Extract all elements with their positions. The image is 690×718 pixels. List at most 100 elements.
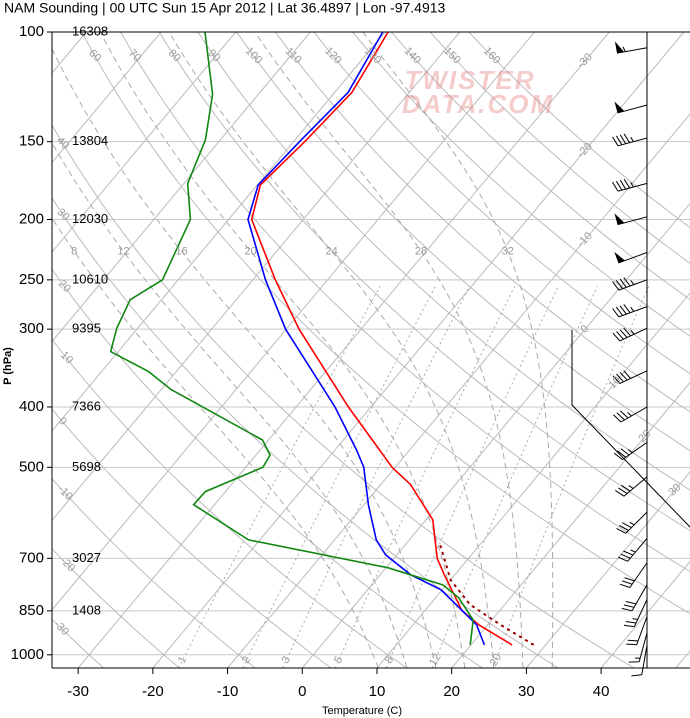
moist-adiabat xyxy=(168,32,495,668)
y-tick-label: 1000 xyxy=(11,646,44,663)
moist-adiabat xyxy=(254,32,524,668)
x-tick-label: 10 xyxy=(369,683,386,700)
x-tick-label: -20 xyxy=(142,683,164,700)
wind-barb xyxy=(628,632,648,663)
y-tick-label: 150 xyxy=(19,133,44,150)
mixing-ratio-line xyxy=(431,286,598,668)
wind-barb xyxy=(612,133,648,147)
isotherm xyxy=(52,32,386,432)
dry-adiabat xyxy=(52,197,559,668)
wind-barb xyxy=(613,441,648,461)
mixing-ratio-line xyxy=(178,286,381,668)
wind-barb xyxy=(616,511,648,534)
y-tick-label: 300 xyxy=(19,320,44,337)
dry-adiabat xyxy=(391,32,690,301)
x-tick-label: 20 xyxy=(443,683,460,700)
dry-adiabat xyxy=(52,548,180,668)
wind-barb xyxy=(612,178,648,192)
isotherm xyxy=(526,471,690,668)
wind-barb xyxy=(614,101,648,114)
dry-adiabat xyxy=(468,32,690,229)
profiles xyxy=(109,32,535,646)
height-label: 7366 xyxy=(72,398,101,413)
wind-barb xyxy=(619,562,648,588)
x-tick-label: -30 xyxy=(67,683,89,700)
y-tick-label: 700 xyxy=(19,549,44,566)
dry-adiabat xyxy=(352,32,690,337)
isotherm xyxy=(152,32,685,668)
chart-title: NAM Sounding | 00 UTC Sun 15 Apr 2012 | … xyxy=(4,0,446,16)
y-tick-label: 500 xyxy=(19,458,44,475)
isotherm xyxy=(52,32,237,253)
dry-adiabat xyxy=(52,268,483,668)
dry-adiabat xyxy=(197,32,690,491)
watermark-text: TWISTER xyxy=(405,65,536,95)
mixing-ratio-label: 1 xyxy=(176,654,189,665)
wind-barb xyxy=(614,41,648,54)
moist-adiabat-label: 24 xyxy=(326,245,338,257)
mixing-ratio-label: 2 xyxy=(240,654,253,665)
wind-barb xyxy=(612,304,648,318)
y-tick-label: 850 xyxy=(19,602,44,619)
isotherm xyxy=(52,32,162,164)
watermark: TWISTER DATA.COM xyxy=(402,65,552,119)
wind-barb xyxy=(614,213,648,226)
y-tick-label: 250 xyxy=(19,271,44,288)
wind-barb xyxy=(613,406,648,423)
moist-adiabat-label: 28 xyxy=(415,245,427,257)
y-tick-label: 100 xyxy=(19,23,44,40)
height-label: 10610 xyxy=(72,271,108,286)
dry-adiabat xyxy=(52,478,256,668)
moist-adiabat xyxy=(52,141,408,668)
mixing-ratio-label: 20 xyxy=(488,652,505,669)
height-label: 16308 xyxy=(72,23,108,38)
isotherm xyxy=(52,32,535,611)
dry-adiabat xyxy=(236,32,690,452)
height-label: 13804 xyxy=(72,133,108,148)
wind-barb xyxy=(612,327,648,342)
dry-adiabat xyxy=(158,32,690,532)
moist-adiabat xyxy=(99,32,466,668)
height-label: 1408 xyxy=(72,602,101,617)
wind-barbs xyxy=(612,41,648,677)
wind-barb xyxy=(615,476,648,497)
moist-adiabat-label: 8 xyxy=(71,245,77,257)
height-label: 3027 xyxy=(72,550,101,565)
moist-adiabat-label: 32 xyxy=(502,245,514,257)
moist-adiabat xyxy=(52,217,379,668)
x-axis-title: Temperature (C) xyxy=(322,705,402,717)
mixing-ratio-line xyxy=(334,286,516,668)
profile-line xyxy=(109,32,475,645)
mixing-ratio-label: 8 xyxy=(383,654,396,665)
wind-barb xyxy=(617,537,648,562)
hodograph-border xyxy=(571,330,690,528)
mixing-ratio-line xyxy=(242,286,436,668)
moist-adiabat-label: 20 xyxy=(244,245,256,257)
dry-adiabat xyxy=(274,32,690,413)
dry-adiabat xyxy=(313,32,690,375)
wind-barb xyxy=(626,616,648,646)
isotherm xyxy=(451,381,690,668)
moist-adiabat xyxy=(362,32,554,668)
y-axis-title: P (hPa) xyxy=(2,347,14,385)
wind-barb xyxy=(614,251,648,264)
dry-adiabat xyxy=(429,32,690,264)
dry-adiabat xyxy=(52,338,407,668)
wind-barb xyxy=(612,370,648,384)
y-tick-label: 200 xyxy=(19,210,44,227)
x-tick-label: 40 xyxy=(593,683,610,700)
x-tick-label: 30 xyxy=(518,683,535,700)
isotherm xyxy=(77,32,610,668)
mixing-ratio-label: 12 xyxy=(427,652,444,669)
x-tick-label: 0 xyxy=(298,683,306,700)
wind-barb xyxy=(612,277,648,291)
isotherm xyxy=(52,32,461,522)
dry-adiabat xyxy=(52,124,635,668)
wind-barb xyxy=(631,645,648,677)
height-label: 9395 xyxy=(72,321,101,336)
mixing-ratio-label: 5 xyxy=(332,654,345,665)
wind-barb xyxy=(621,584,648,612)
height-label: 12030 xyxy=(72,211,108,226)
